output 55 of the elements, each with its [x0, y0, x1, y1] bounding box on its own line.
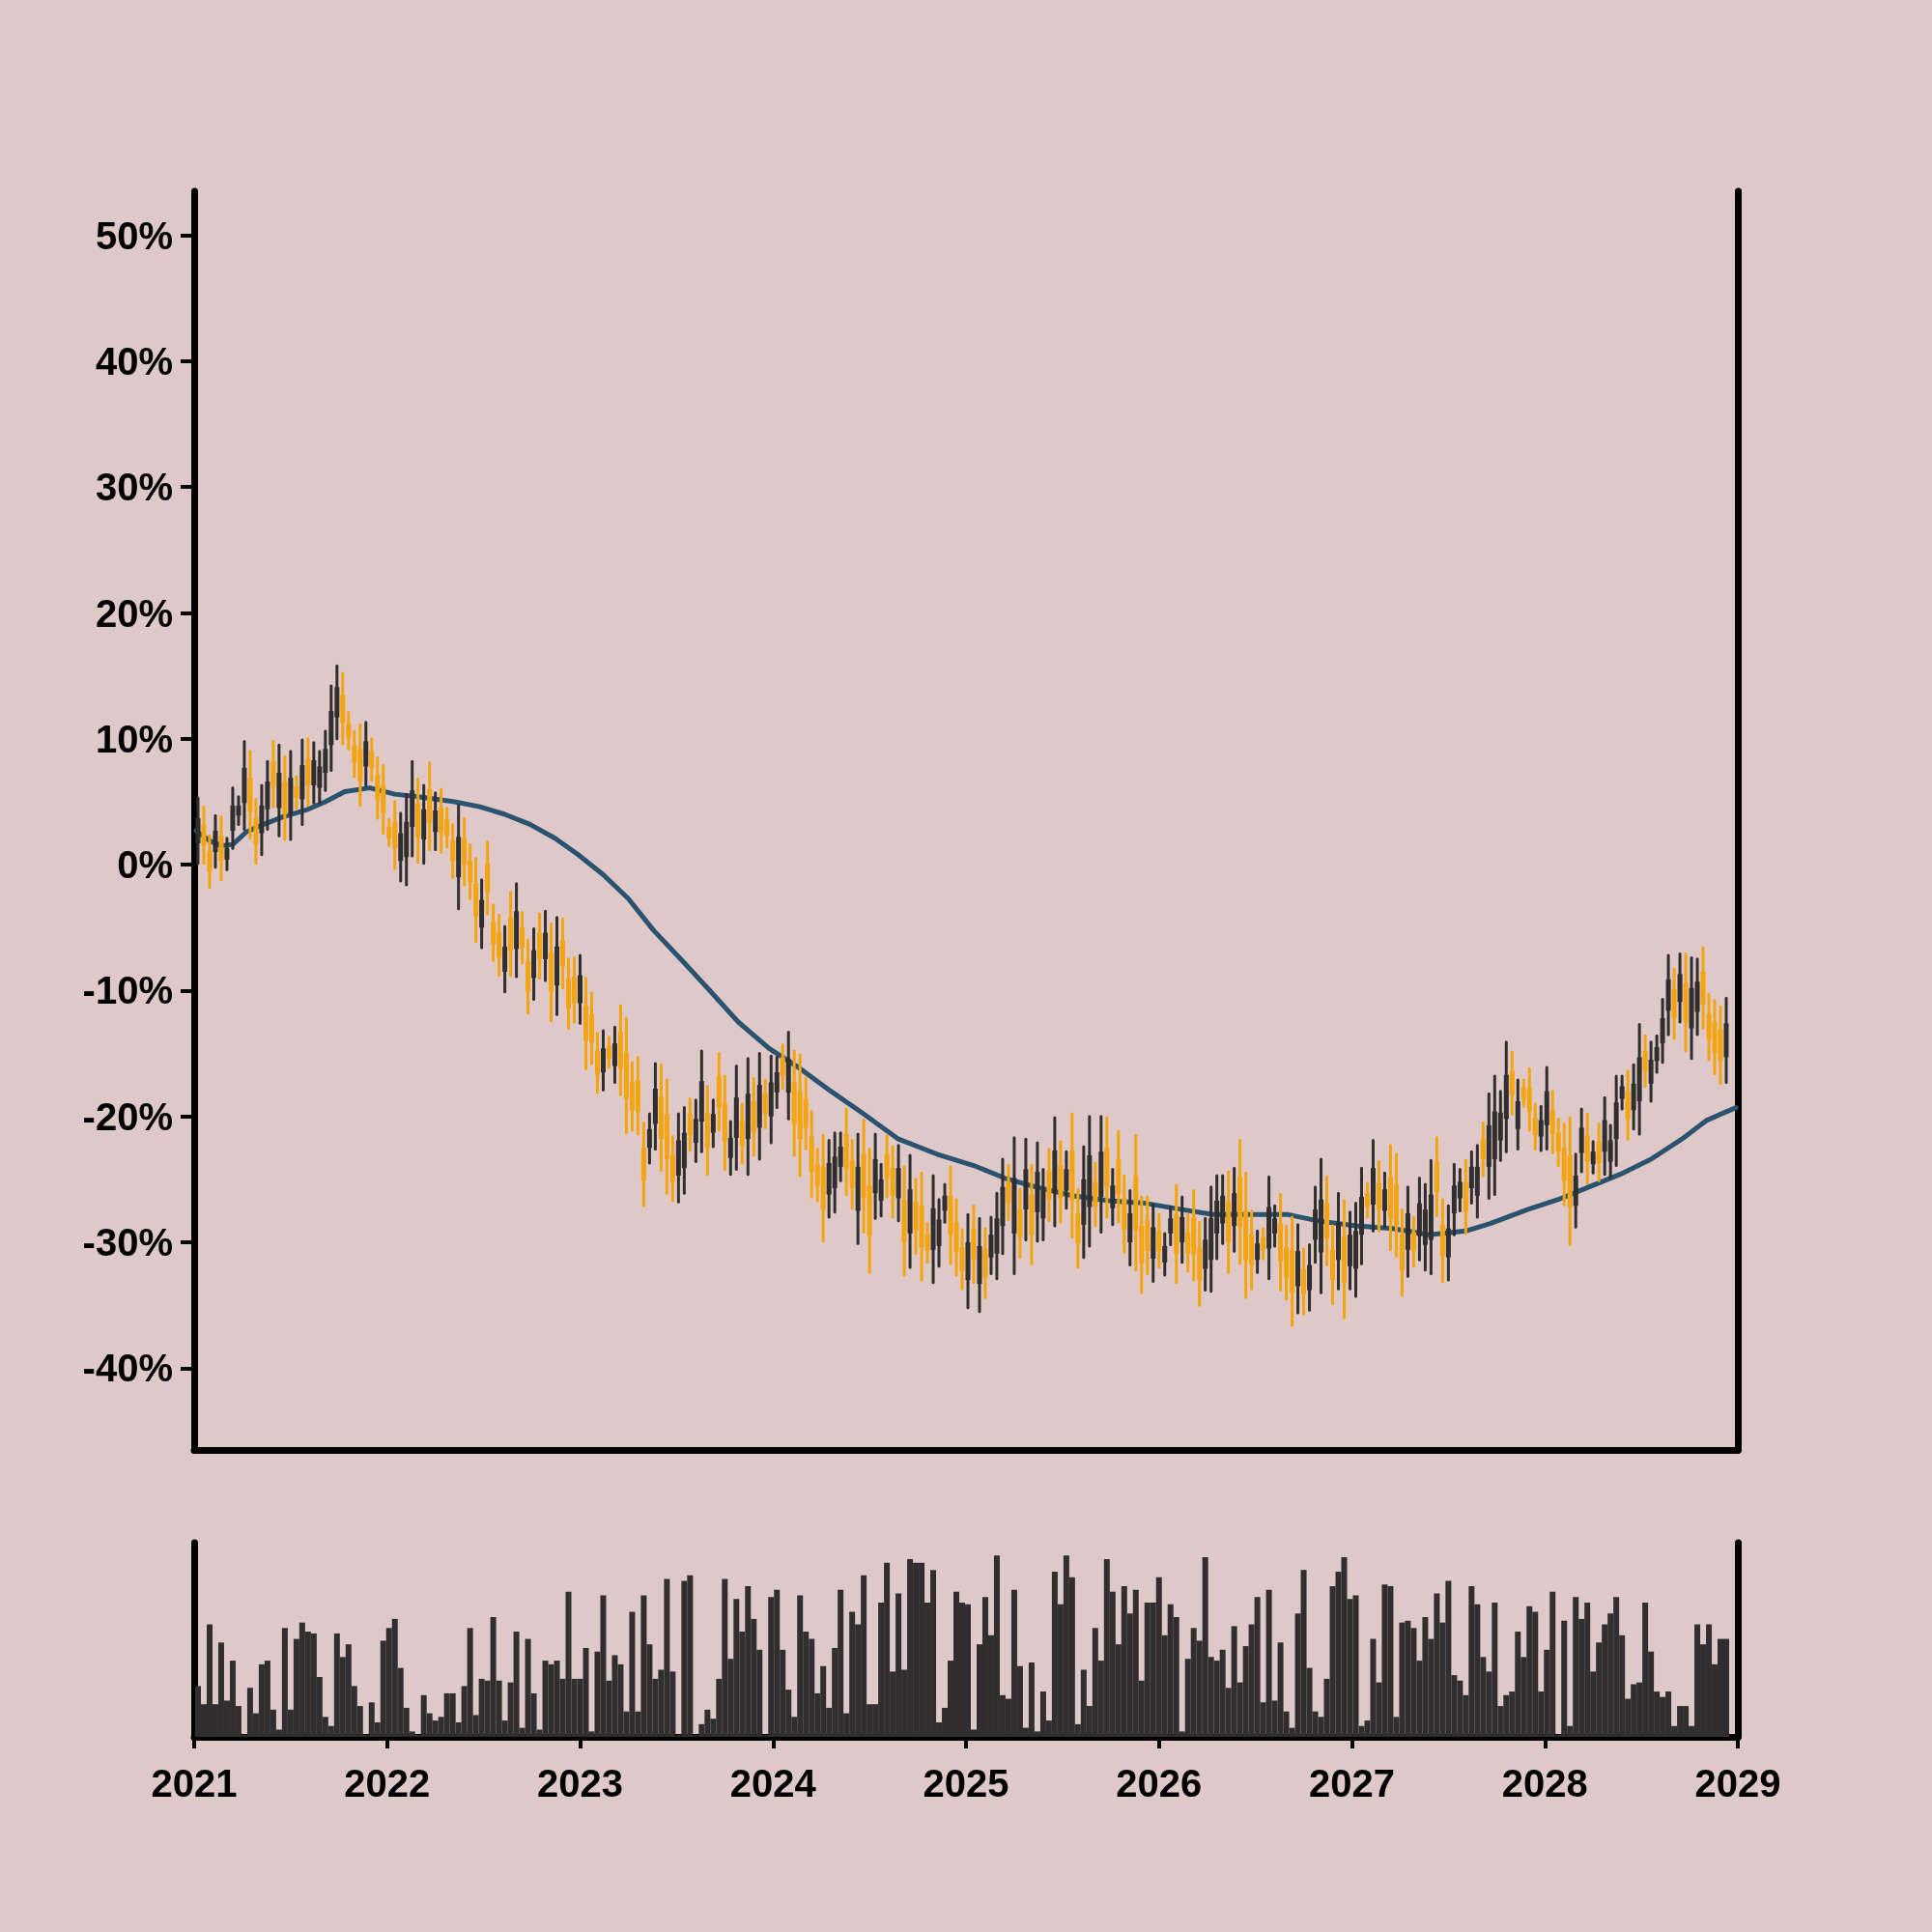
candlestick: [1381, 1171, 1387, 1229]
candlestick: [201, 805, 207, 866]
x-tick-label: 2025: [923, 1762, 1009, 1804]
candlestick: [1261, 1227, 1266, 1261]
candlestick: [942, 1182, 948, 1224]
candlestick: [520, 911, 526, 965]
y-tick-label: -30%: [82, 1221, 173, 1264]
candlestick: [1006, 1164, 1011, 1222]
x-tick-label: 2026: [1116, 1762, 1203, 1804]
candlestick: [1364, 1181, 1370, 1219]
y-tick-label: 0%: [117, 843, 173, 887]
x-tick-label: 2023: [537, 1762, 623, 1804]
candlestick: [1255, 1229, 1261, 1274]
candlestick: [1156, 1212, 1162, 1269]
x-tick-label: 2022: [344, 1762, 431, 1804]
candlestick: [1410, 1215, 1416, 1268]
candlestick: [1480, 1121, 1486, 1178]
candlestick: [1110, 1167, 1116, 1227]
candlestick: [450, 822, 456, 879]
candlestick: [710, 1098, 716, 1149]
x-tick-label: 2027: [1309, 1762, 1395, 1804]
candlestick: [1642, 1034, 1648, 1088]
candlestick: [433, 791, 439, 851]
candlestick: [646, 1112, 652, 1165]
y-tick-label: 50%: [95, 213, 173, 257]
y-tick-label: 10%: [95, 717, 173, 760]
candlestick: [687, 1096, 693, 1152]
candlestick: [1596, 1122, 1602, 1182]
candlestick: [727, 1120, 733, 1177]
y-tick-label: -40%: [82, 1347, 173, 1390]
candlestick: [1064, 1150, 1069, 1210]
x-tick-label: 2029: [1694, 1762, 1781, 1804]
candlestick: [780, 1042, 785, 1091]
y-tick-label: 30%: [95, 466, 173, 509]
candlestick: [611, 1025, 617, 1085]
candlestick: [1619, 1074, 1625, 1111]
candlestick: [1532, 1102, 1538, 1151]
y-tick-label: 40%: [95, 339, 173, 383]
x-tick-label: 2024: [729, 1762, 817, 1804]
candlestick: [1590, 1140, 1596, 1175]
candlestick: [762, 1078, 768, 1129]
candlestick: [346, 710, 352, 751]
candlestick: [213, 813, 218, 869]
y-tick-label: -10%: [82, 969, 173, 1012]
candlestick: [224, 837, 230, 871]
y-tick-label: -20%: [82, 1094, 173, 1138]
candlestick: [1168, 1206, 1174, 1247]
x-tick-label: 2021: [151, 1762, 238, 1804]
candlestick: [369, 737, 375, 782]
candlestick: [1162, 1232, 1168, 1277]
x-tick-label: 2028: [1501, 1762, 1588, 1804]
candlestick: [606, 1036, 611, 1069]
candlestick: [207, 834, 213, 890]
candlestick: [294, 775, 299, 810]
y-tick-label: 20%: [95, 591, 173, 635]
